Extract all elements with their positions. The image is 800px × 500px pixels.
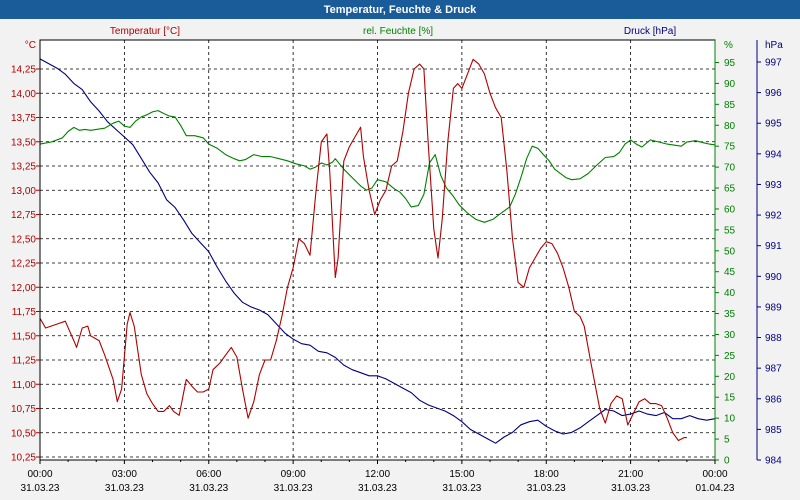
humidity-tick-label: 80 bbox=[724, 121, 736, 132]
pressure-tick-label: 986 bbox=[765, 394, 782, 405]
humidity-tick-label: 10 bbox=[724, 414, 736, 425]
x-tick-date-label: 31.03.23 bbox=[21, 483, 60, 494]
x-tick-date-label: 31.03.23 bbox=[189, 483, 228, 494]
temperature-axis-title: Temperatur [°C] bbox=[110, 26, 180, 37]
humidity-tick-label: 50 bbox=[724, 246, 736, 257]
humidity-tick-label: 45 bbox=[724, 267, 736, 278]
pressure-tick-label: 989 bbox=[765, 302, 782, 313]
temperature-tick-label: 11,50 bbox=[12, 331, 37, 342]
x-tick-time-label: 03:00 bbox=[112, 469, 137, 480]
humidity-tick-label: 35 bbox=[724, 309, 736, 320]
pressure-tick-label: 984 bbox=[765, 456, 782, 467]
pressure-tick-label: 991 bbox=[765, 241, 782, 252]
humidity-tick-label: 90 bbox=[724, 79, 736, 90]
pressure-tick-label: 987 bbox=[765, 364, 782, 375]
temperature-tick-label: 13,00 bbox=[11, 186, 36, 197]
temperature-tick-label: 14,00 bbox=[11, 89, 36, 100]
axes-layer bbox=[36, 39, 761, 464]
humidity-tick-label: 55 bbox=[724, 225, 736, 236]
x-tick-date-label: 01.04.23 bbox=[696, 483, 735, 494]
x-tick-date-label: 31.03.23 bbox=[611, 483, 650, 494]
pressure-tick-label: 997 bbox=[765, 58, 782, 69]
pressure-tick-label: 990 bbox=[765, 272, 782, 283]
x-tick-time-label: 00:00 bbox=[27, 469, 52, 480]
humidity-tick-label: 0 bbox=[724, 456, 730, 467]
x-tick-time-label: 06:00 bbox=[196, 469, 221, 480]
grid-lines bbox=[40, 40, 715, 460]
x-tick-time-label: 12:00 bbox=[365, 469, 390, 480]
series-layer bbox=[39, 58, 716, 444]
humidity-tick-label: 75 bbox=[724, 142, 736, 153]
pressure-tick-label: 988 bbox=[765, 333, 782, 344]
temperature-tick-label: 13,25 bbox=[11, 162, 36, 173]
temperature-tick-label: 12,25 bbox=[11, 259, 36, 270]
temperature-tick-label: 12,00 bbox=[11, 283, 36, 294]
pressure-unit-label: hPa bbox=[765, 40, 783, 51]
humidity-unit-label: % bbox=[724, 40, 733, 51]
temperature-tick-label: 11,75 bbox=[12, 307, 37, 318]
humidity-tick-label: 5 bbox=[724, 435, 730, 446]
temperature-tick-label: 11,00 bbox=[12, 380, 37, 391]
series-line-rel-feuchte bbox=[39, 110, 716, 223]
humidity-tick-label: 85 bbox=[724, 100, 736, 111]
humidity-tick-label: 65 bbox=[724, 184, 736, 195]
x-tick-date-label: 31.03.23 bbox=[105, 483, 144, 494]
chart-title: Temperatur, Feuchte & Druck bbox=[324, 4, 477, 16]
pressure-tick-label: 994 bbox=[765, 149, 782, 160]
x-tick-date-label: 31.03.23 bbox=[442, 483, 481, 494]
x-tick-time-label: 21:00 bbox=[618, 469, 643, 480]
x-tick-time-label: 00:00 bbox=[702, 469, 727, 480]
temperature-tick-label: 10,75 bbox=[11, 404, 36, 415]
pressure-tick-label: 995 bbox=[765, 119, 782, 130]
humidity-tick-label: 20 bbox=[724, 372, 736, 383]
labels-layer: 14,25 14,00 13,75 13,50 13,25 13,00 12,75 12,50… bbox=[11, 26, 783, 494]
humidity-axis-title: rel. Feuchte [%] bbox=[363, 26, 433, 37]
pressure-tick-label: 985 bbox=[765, 425, 782, 436]
humidity-tick-label: 15 bbox=[724, 393, 736, 404]
x-tick-date-label: 31.03.23 bbox=[527, 483, 566, 494]
humidity-tick-label: 95 bbox=[724, 58, 736, 69]
series-line-druck bbox=[39, 58, 716, 444]
temperature-tick-label: 11,25 bbox=[12, 356, 37, 367]
pressure-axis-title: Druck [hPa] bbox=[624, 26, 676, 37]
temperature-unit-label: °C bbox=[25, 40, 36, 51]
x-tick-time-label: 18:00 bbox=[534, 469, 559, 480]
humidity-tick-label: 40 bbox=[724, 288, 736, 299]
x-tick-time-label: 15:00 bbox=[449, 469, 474, 480]
pressure-tick-label: 993 bbox=[765, 180, 782, 191]
temperature-tick-label: 10,25 bbox=[11, 453, 36, 464]
pressure-tick-label: 992 bbox=[765, 211, 782, 222]
x-tick-time-label: 09:00 bbox=[281, 469, 306, 480]
x-tick-date-label: 31.03.23 bbox=[358, 483, 397, 494]
temperature-tick-label: 13,75 bbox=[11, 113, 36, 124]
humidity-tick-label: 30 bbox=[724, 330, 736, 341]
temperature-tick-label: 12,50 bbox=[11, 234, 36, 245]
title-bar-background bbox=[0, 0, 800, 19]
pressure-tick-label: 996 bbox=[765, 88, 782, 99]
temperature-tick-label: 12,75 bbox=[11, 210, 36, 221]
temperature-tick-label: 13,50 bbox=[11, 137, 36, 148]
title-bar: Temperatur, Feuchte & Druck bbox=[0, 0, 800, 19]
humidity-tick-label: 25 bbox=[724, 351, 736, 362]
humidity-tick-label: 70 bbox=[724, 163, 736, 174]
temperature-tick-label: 10,50 bbox=[11, 428, 36, 439]
x-tick-date-label: 31.03.23 bbox=[274, 483, 313, 494]
temperature-tick-label: 14,25 bbox=[11, 65, 36, 76]
humidity-tick-label: 60 bbox=[724, 204, 736, 215]
series-line-temperatur bbox=[39, 58, 687, 442]
